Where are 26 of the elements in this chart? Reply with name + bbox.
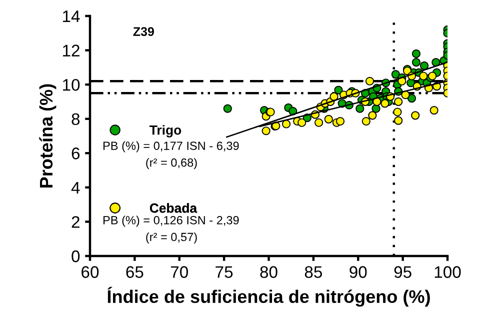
x-tick-label: 90 — [350, 266, 367, 278]
x-tick-label: 95 — [394, 266, 412, 278]
x-tick-label: 60 — [82, 266, 99, 278]
y-tick-label: 10 — [63, 78, 80, 91]
y-tick-label: 14 — [63, 10, 80, 22]
legend-label: Trigo — [150, 125, 182, 138]
y-axis-title: Proteína (%) — [39, 84, 56, 188]
annotation: (r² = 0,57) — [146, 232, 197, 244]
x-tick-label: 75 — [216, 266, 233, 278]
x-tick-label: 70 — [170, 266, 188, 278]
x-tick-label: 65 — [126, 266, 144, 278]
x-tick-label: 100 — [434, 266, 461, 278]
x-tick-label: 85 — [304, 266, 322, 278]
annotation: PB (%) = 0,126 ISN - 2,39 — [103, 216, 239, 227]
y-tick-label: 2 — [72, 216, 80, 228]
legend-label: Cebada — [150, 203, 198, 213]
y-tick-label: 0 — [72, 250, 80, 262]
annotation: (r² = 0,68) — [146, 158, 197, 170]
y-tick-label: 4 — [71, 182, 80, 194]
x-axis-title: Índice de suficiencia de nitrógeno (%) — [108, 286, 430, 307]
y-tick-label: 8 — [72, 113, 80, 126]
y-tick-label: 6 — [72, 148, 80, 160]
y-tick-label: 12 — [63, 44, 80, 56]
annotation: Z39 — [133, 27, 154, 36]
annotation: PB (%) = 0,177 ISN - 6,39 — [103, 141, 239, 152]
x-tick-label: 80 — [260, 266, 278, 278]
